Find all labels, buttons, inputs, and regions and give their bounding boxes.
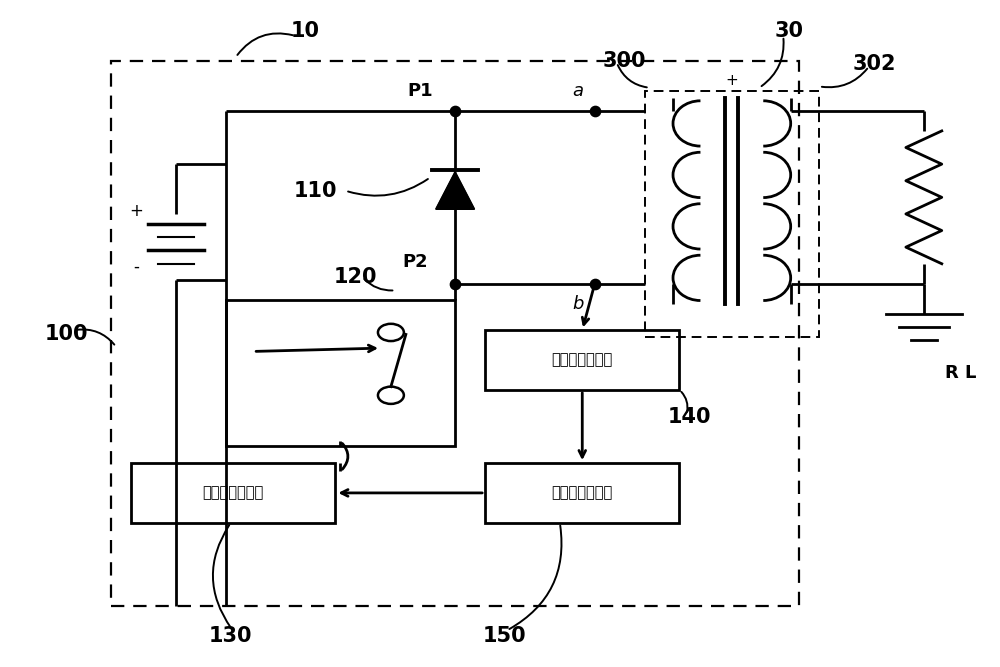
Text: +: + — [129, 201, 143, 219]
Bar — [645, 91, 819, 337]
Bar — [226, 300, 455, 446]
Text: 电流斜率感测器: 电流斜率感测器 — [552, 353, 613, 368]
Text: +: + — [725, 73, 738, 88]
Text: P1: P1 — [407, 82, 433, 100]
Bar — [111, 61, 799, 606]
Polygon shape — [436, 173, 474, 209]
Text: 300: 300 — [603, 51, 646, 71]
Text: -: - — [133, 258, 139, 276]
Text: 开关周期控制器: 开关周期控制器 — [203, 486, 264, 500]
Text: b: b — [572, 295, 583, 313]
Text: R L: R L — [945, 364, 976, 382]
Bar — [131, 463, 335, 523]
Text: 130: 130 — [209, 626, 252, 646]
Text: 10: 10 — [291, 21, 320, 41]
Point — [587, 278, 603, 289]
Point — [587, 105, 603, 116]
Text: P2: P2 — [402, 253, 428, 271]
Text: 电流斜率感测器: 电流斜率感测器 — [552, 486, 613, 500]
Text: 30: 30 — [775, 21, 804, 41]
Text: 150: 150 — [483, 626, 527, 646]
Point — [447, 105, 463, 116]
Text: 100: 100 — [44, 323, 88, 344]
Text: 302: 302 — [852, 55, 896, 75]
Text: 140: 140 — [668, 406, 711, 426]
Text: a: a — [572, 82, 583, 100]
Bar — [485, 330, 679, 390]
Point — [447, 278, 463, 289]
Text: 120: 120 — [334, 267, 377, 287]
Text: 110: 110 — [294, 181, 337, 201]
Bar — [485, 463, 679, 523]
